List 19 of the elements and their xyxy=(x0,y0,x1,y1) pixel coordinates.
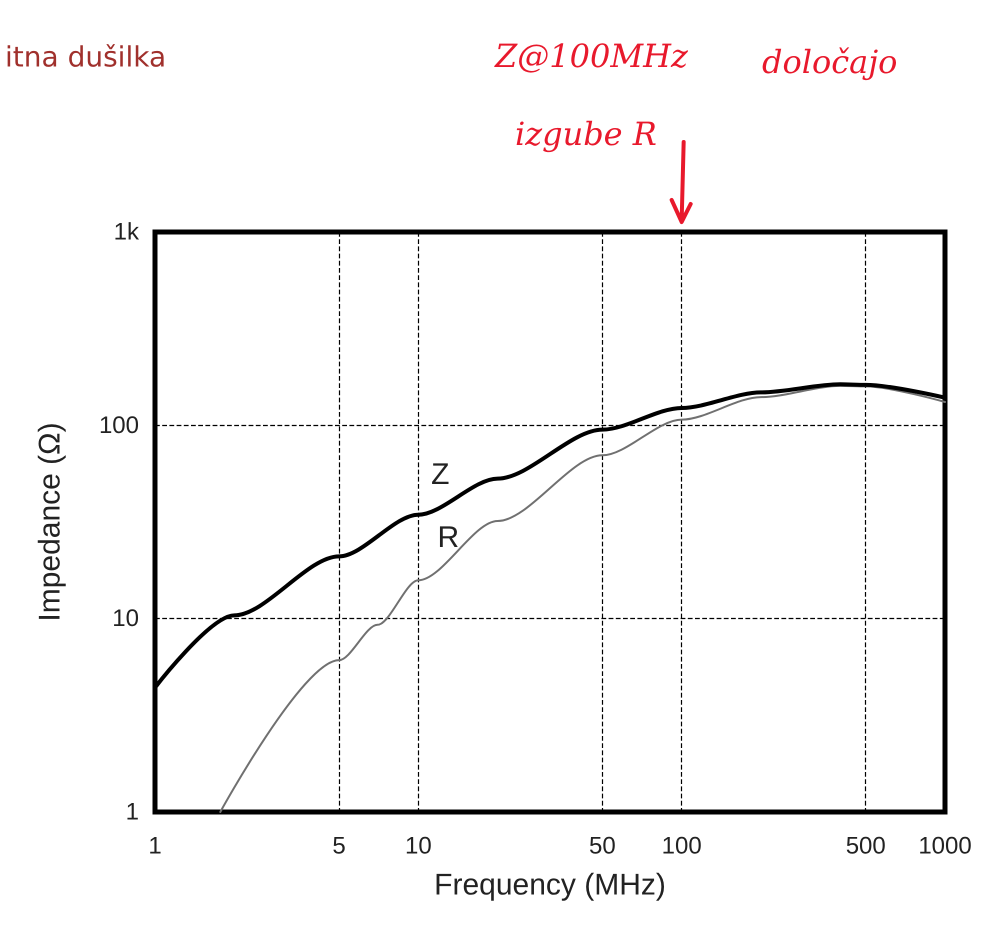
y-tick-label: 1 xyxy=(126,798,139,826)
text: določajo xyxy=(762,43,898,81)
y-axis-title: Impedance (Ω) xyxy=(34,422,66,622)
x-tick-label: 1 xyxy=(148,832,162,860)
x-tick-label: 10 xyxy=(404,832,432,860)
y-tick-label: 1k xyxy=(114,218,140,246)
x-tick-label: 1000 xyxy=(918,832,972,860)
y-tick-label: 10 xyxy=(112,605,139,632)
y-tick-label: 100 xyxy=(98,412,139,439)
x-tick-label: 50 xyxy=(589,832,616,860)
text: Z@100MHz xyxy=(494,37,689,75)
x-tick-label: 100 xyxy=(662,832,702,860)
text: izgube R xyxy=(515,115,657,153)
x-tick-label: 5 xyxy=(332,832,346,860)
x-axis-title: Frequency (MHz) xyxy=(434,868,666,902)
x-tick-label: 500 xyxy=(846,832,886,860)
series-label: R xyxy=(437,520,460,554)
chart-title: itna dušilka xyxy=(5,40,166,74)
series-label: Z xyxy=(431,458,450,492)
